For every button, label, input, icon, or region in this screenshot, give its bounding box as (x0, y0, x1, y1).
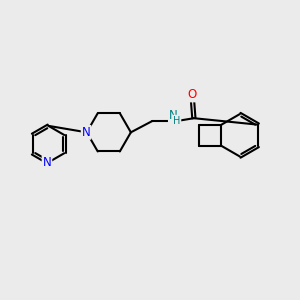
Text: O: O (188, 88, 197, 101)
Text: N: N (169, 109, 178, 122)
Text: H: H (173, 116, 181, 126)
Text: N: N (82, 126, 91, 139)
Text: N: N (43, 156, 51, 169)
